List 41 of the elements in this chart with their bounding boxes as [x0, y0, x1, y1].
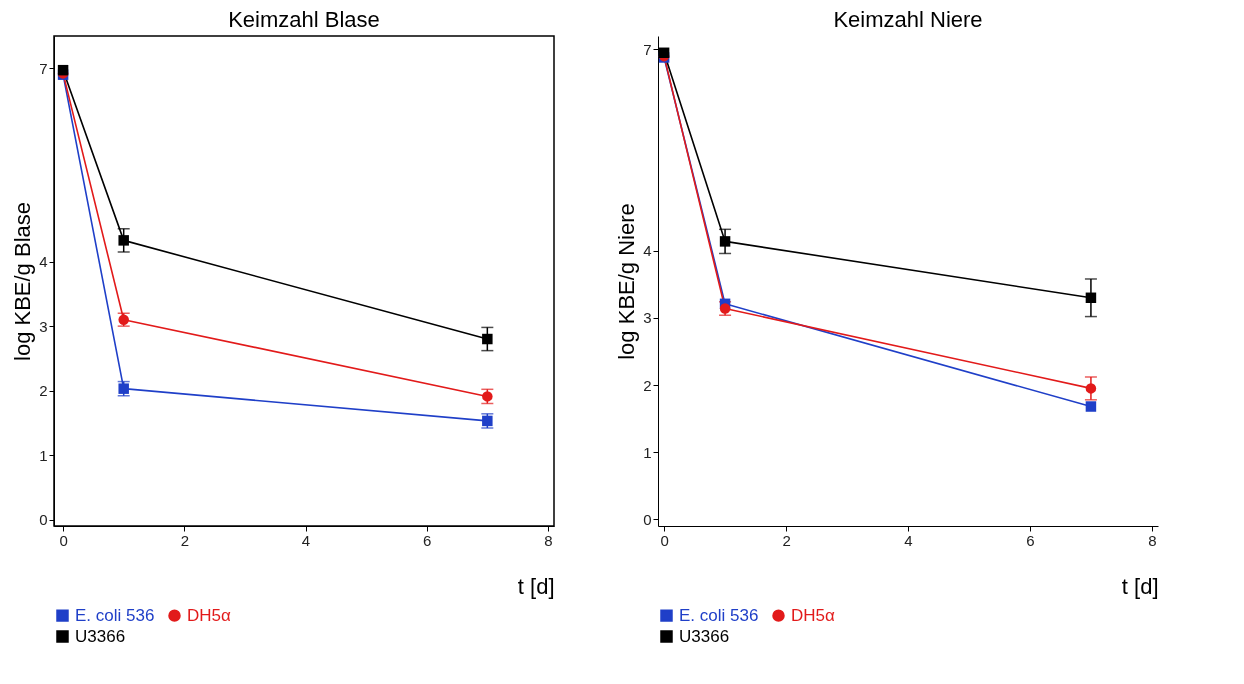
y-tick-label: 1: [39, 446, 48, 464]
chart-title: Keimzahl Niere: [833, 7, 983, 32]
y-tick-label: 4: [39, 253, 48, 271]
y-tick-label: 7: [39, 59, 48, 77]
y-tick-label: 0: [643, 510, 652, 528]
y-tick-label: 1: [643, 443, 652, 461]
y-axis-title: log KBE/g Blase: [10, 202, 36, 361]
x-tick-label: 4: [904, 531, 913, 549]
point: [482, 333, 493, 345]
x-tick-label: 0: [59, 531, 68, 549]
point: [719, 236, 731, 247]
x-tick-label: 8: [1148, 531, 1157, 549]
point: [1085, 401, 1097, 412]
y-tick-label: 0: [39, 511, 48, 529]
legend-label: U3366: [679, 626, 730, 646]
y-tick-label: 3: [643, 309, 652, 327]
y-tick-label: 4: [643, 242, 652, 260]
y-tick-label: 7: [643, 40, 652, 58]
y-tick-label: 3: [39, 317, 48, 335]
y-tick-label: 2: [643, 376, 652, 394]
legend-label: U3366: [75, 626, 126, 646]
legend-label: DH5α: [187, 605, 232, 625]
x-axis-title: t [d]: [517, 573, 555, 599]
x-tick-label: 8: [544, 531, 553, 549]
point: [118, 235, 129, 246]
legend-label: E. coli 536: [679, 605, 759, 625]
legend-label: DH5α: [791, 605, 836, 625]
x-axis-title: t [d]: [1121, 573, 1159, 599]
legend-label: E. coli 536: [75, 605, 155, 625]
x-tick-label: 2: [180, 531, 189, 549]
point: [1085, 383, 1097, 394]
x-tick-label: 6: [423, 531, 432, 549]
x-tick-label: 4: [301, 531, 311, 549]
y-tick-label: 2: [39, 382, 48, 400]
x-tick-label: 6: [1026, 531, 1035, 549]
point: [57, 64, 69, 76]
x-tick-label: 0: [660, 531, 669, 549]
chart-title: Keimzahl Blase: [228, 7, 380, 32]
x-tick-label: 2: [782, 531, 791, 549]
y-axis-title: log KBE/g Niere: [614, 203, 640, 360]
point: [1085, 292, 1097, 304]
